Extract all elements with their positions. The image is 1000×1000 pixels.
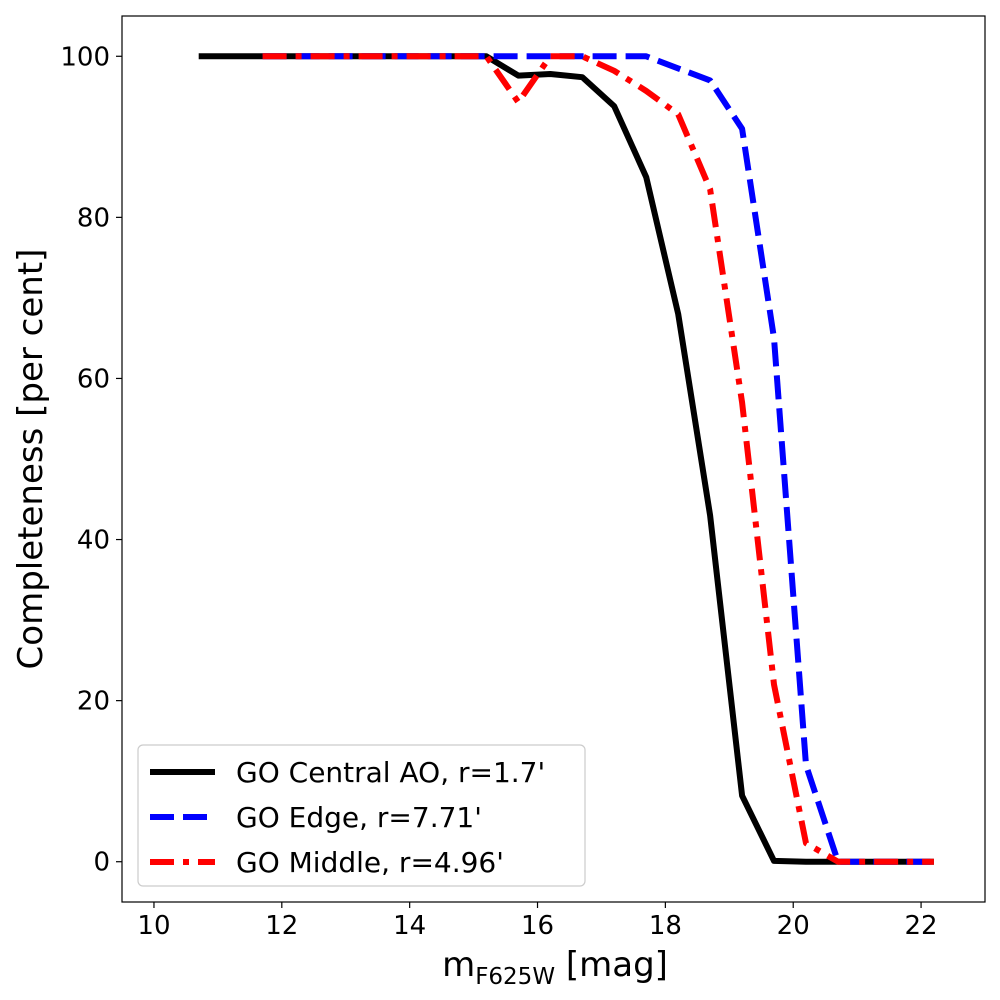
y-tick-label: 80 bbox=[77, 203, 110, 233]
legend-label-3: GO Middle, r=4.96' bbox=[236, 846, 504, 879]
legend-label-1: GO Central AO, r=1.7' bbox=[236, 756, 545, 789]
x-tick-label: 14 bbox=[393, 911, 426, 941]
y-tick-label: 0 bbox=[93, 848, 110, 878]
x-axis-label-subscript: F625W bbox=[475, 964, 555, 990]
x-axis-label: mF625W [mag] bbox=[442, 945, 668, 990]
y-tick-label: 60 bbox=[77, 364, 110, 394]
x-tick-label: 22 bbox=[905, 911, 938, 941]
legend-box bbox=[137, 744, 586, 887]
series-line-3 bbox=[262, 53, 934, 865]
x-tick-label: 10 bbox=[137, 911, 170, 941]
y-axis-ticks: 0 20 40 60 80 100 bbox=[60, 42, 122, 878]
legend-label-2: GO Edge, r=7.71' bbox=[236, 801, 482, 834]
x-tick-label: 12 bbox=[265, 911, 298, 941]
y-tick-label: 20 bbox=[77, 687, 110, 717]
plot-frame bbox=[121, 15, 986, 903]
legend: GO Central AO, r=1.7' GO Edge, r=7.71' GO … bbox=[137, 744, 586, 887]
x-axis-ticks: 10 12 14 16 18 20 22 bbox=[137, 902, 938, 941]
x-tick-label: 20 bbox=[777, 911, 810, 941]
y-tick-label: 40 bbox=[77, 526, 110, 556]
y-axis-label: Completeness [per cent] bbox=[11, 249, 51, 670]
y-tick-label: 100 bbox=[60, 42, 110, 72]
x-axis-label-unit: [mag] bbox=[555, 945, 668, 985]
plot-lines bbox=[198, 53, 934, 865]
x-tick-label: 16 bbox=[521, 911, 554, 941]
x-tick-label: 18 bbox=[649, 911, 682, 941]
